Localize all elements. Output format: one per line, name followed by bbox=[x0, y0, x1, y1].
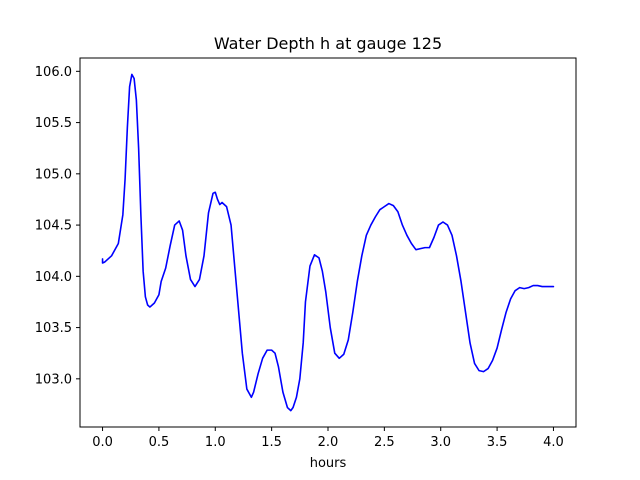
series-line-0 bbox=[101, 73, 555, 412]
y-tick-label: 103.0 bbox=[35, 372, 72, 387]
y-tick-label: 106.0 bbox=[35, 65, 72, 80]
plot-frame bbox=[79, 57, 577, 428]
y-tick-label: 103.5 bbox=[35, 321, 72, 336]
chart-title: Water Depth h at gauge 125 bbox=[214, 34, 442, 53]
x-tick-label: 2.0 bbox=[318, 435, 339, 450]
x-ticks: 0.0 0.5 1.0 1.5 2.0 2.5 3.0 3.5 4.0 bbox=[92, 427, 564, 450]
x-tick-label: 1.0 bbox=[205, 435, 226, 450]
y-tick-label: 105.5 bbox=[35, 116, 72, 131]
x-tick-label: 0.5 bbox=[149, 435, 170, 450]
x-tick-label: 3.0 bbox=[430, 435, 451, 450]
x-tick-label: 0.0 bbox=[92, 435, 113, 450]
x-tick-label: 3.5 bbox=[487, 435, 508, 450]
y-tick-label: 104.5 bbox=[35, 219, 72, 234]
y-tick-label: 105.0 bbox=[35, 167, 72, 182]
x-tick-label: 4.0 bbox=[543, 435, 564, 450]
plot-layer bbox=[101, 73, 555, 412]
x-tick-label: 1.5 bbox=[261, 435, 282, 450]
y-ticks: 103.0 103.5 104.0 104.5 105.0 105.5 106.0 bbox=[35, 65, 80, 387]
x-tick-label: 2.5 bbox=[374, 435, 395, 450]
y-tick-label: 104.0 bbox=[35, 270, 72, 285]
x-axis-label: hours bbox=[310, 456, 347, 471]
